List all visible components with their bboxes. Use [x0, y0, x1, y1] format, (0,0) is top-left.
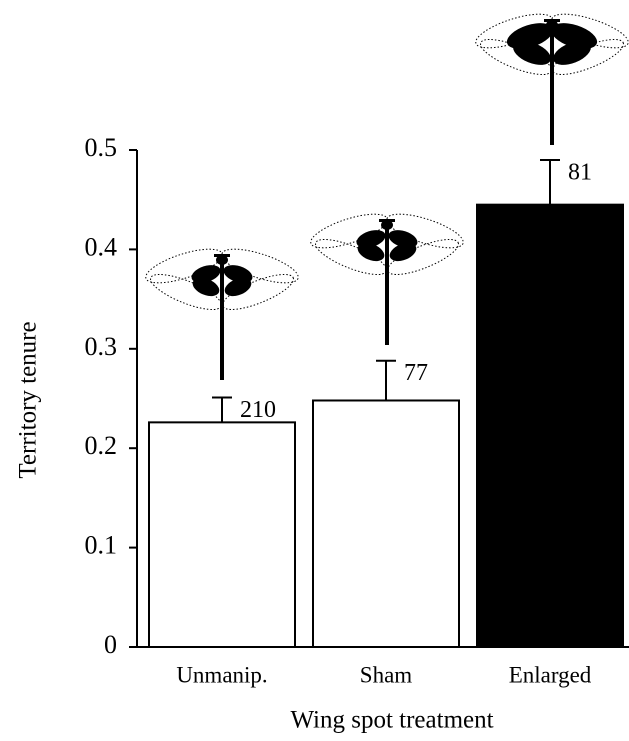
dragonfly-icon: [472, 7, 629, 145]
bar: [149, 422, 295, 647]
y-tick-label: 0.1: [85, 531, 118, 560]
sample-size-label: 77: [404, 360, 428, 386]
y-tick-label: 0.4: [85, 232, 118, 261]
dragonfly-icon: [142, 242, 302, 380]
x-tick-label: Enlarged: [509, 662, 592, 687]
bar: [313, 400, 459, 647]
sample-size-label: 81: [568, 159, 592, 185]
y-axis-title: Territory tenure: [15, 321, 42, 478]
x-tick-label: Unmanip.: [176, 662, 267, 687]
y-tick-label: 0: [104, 630, 117, 659]
dragonfly-icon: [307, 207, 467, 345]
y-tick-label: 0.2: [85, 431, 118, 460]
chart: Territory tenure Wing spot treatment 0 0.…: [0, 0, 629, 741]
sample-size-label: 210: [240, 397, 276, 423]
x-tick-label: Sham: [360, 662, 413, 687]
y-tick-label: 0.5: [85, 133, 118, 162]
bar: [477, 205, 623, 647]
page: Territory tenure Wing spot treatment 0 0.…: [0, 0, 629, 741]
y-tick-label: 0.3: [85, 332, 118, 361]
x-axis-title: Wing spot treatment: [290, 707, 493, 734]
